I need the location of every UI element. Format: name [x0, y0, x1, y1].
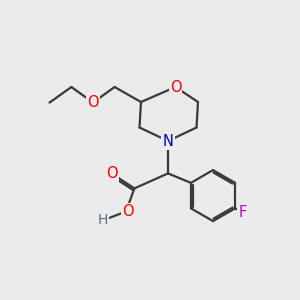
Text: O: O	[122, 204, 133, 219]
Text: F: F	[238, 205, 247, 220]
Text: N: N	[163, 134, 173, 148]
Text: O: O	[106, 166, 117, 181]
Text: O: O	[170, 80, 181, 94]
Text: H: H	[98, 214, 108, 227]
Text: O: O	[87, 95, 99, 110]
